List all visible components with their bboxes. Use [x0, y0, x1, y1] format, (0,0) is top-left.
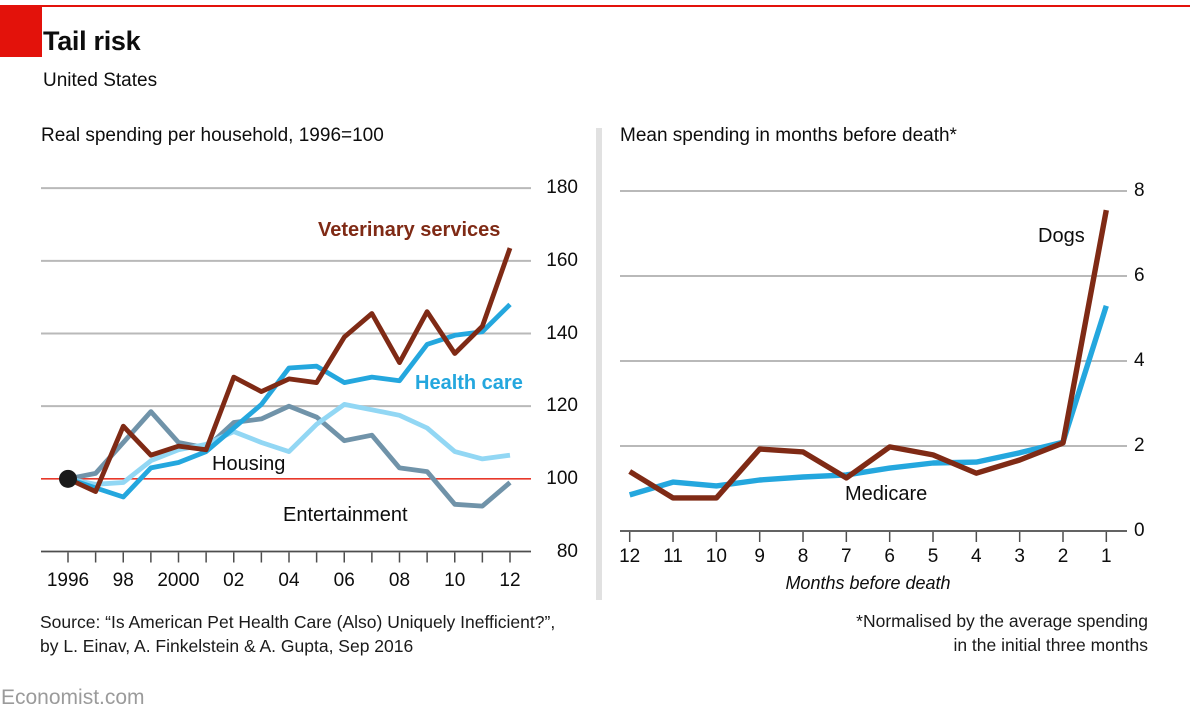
series-line-health-care — [67, 302, 512, 500]
top-red-rule — [0, 5, 1190, 7]
series-line-entertainment — [67, 403, 512, 509]
footnote-line-2: in the initial three months — [953, 635, 1148, 655]
economist-brand: Economist.com — [1, 686, 145, 709]
series-line-housing — [67, 401, 511, 487]
right-chart-title: Mean spending in months before death* — [620, 125, 957, 146]
source-line-1: Source: “Is American Pet Health Care (Al… — [40, 612, 556, 632]
footnote-line-1: *Normalised by the average spending — [856, 611, 1148, 631]
footnote: *Normalised by the average spending in t… — [856, 609, 1148, 657]
page-subtitle: United States — [43, 70, 158, 91]
economist-red-tab — [0, 5, 42, 57]
left-chart-title: Real spending per household, 1996=100 — [41, 125, 384, 146]
series-line-medicare — [628, 304, 1109, 498]
panel-divider — [596, 128, 602, 600]
source-line-2: by L. Einav, A. Finkelstein & A. Gupta, … — [40, 636, 414, 656]
page-title: Tail risk — [43, 26, 141, 56]
source-note: Source: “Is American Pet Health Care (Al… — [40, 610, 555, 658]
series-line-dogs — [628, 209, 1109, 501]
series-line-veterinary-services — [66, 247, 513, 495]
start-dot-1996 — [59, 469, 77, 488]
